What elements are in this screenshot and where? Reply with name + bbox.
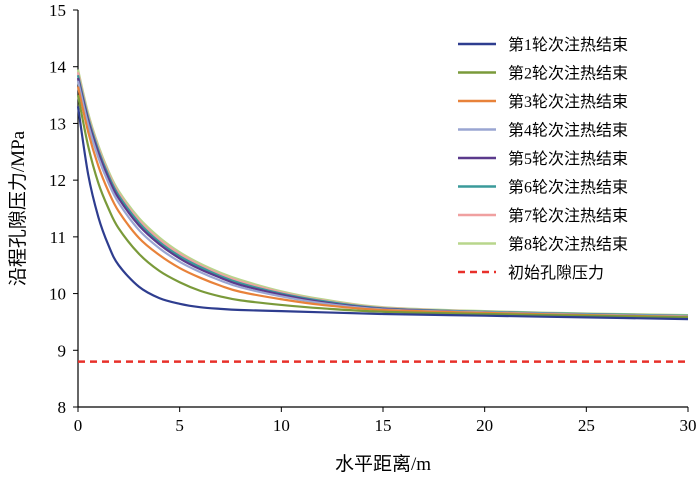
x-tick-label: 30: [680, 416, 697, 435]
y-tick-label: 8: [58, 398, 67, 417]
legend-label: 第4轮次注热结束: [508, 122, 628, 140]
legend-label: 第5轮次注热结束: [508, 150, 628, 168]
legend-label: 初始孔隙压力: [508, 264, 604, 282]
x-axis-title: 水平距离/m: [335, 453, 431, 475]
legend-label: 第3轮次注热结束: [508, 93, 628, 111]
series-line-2: [76, 94, 689, 319]
y-axis-title: 沿程孔隙压力/MPa: [7, 130, 29, 286]
legend-label: 第8轮次注热结束: [508, 236, 628, 254]
y-tick-label: 9: [58, 341, 67, 360]
legend-label: 第6轮次注热结束: [508, 179, 628, 197]
x-tick-label: 5: [175, 416, 184, 435]
y-tick-label: 15: [49, 1, 66, 20]
y-tick-label: 14: [49, 58, 67, 77]
series-layer: [76, 69, 689, 363]
x-tick-label: 0: [74, 416, 83, 435]
legend-label: 第1轮次注热结束: [508, 36, 628, 54]
x-tick-label: 20: [476, 416, 493, 435]
legend-label: 第7轮次注热结束: [508, 207, 628, 225]
series-line-3: [76, 86, 689, 318]
legend: 第1轮次注热结束第2轮次注热结束第3轮次注热结束第4轮次注热结束第5轮次注热结束…: [458, 36, 628, 282]
y-tick-label: 13: [49, 114, 66, 133]
y-tick-label: 12: [49, 171, 66, 190]
legend-label: 第2轮次注热结束: [508, 65, 628, 83]
y-tick-label: 10: [49, 285, 66, 304]
x-tick-label: 25: [578, 416, 595, 435]
tick-labels: 0 5 10 15 20 25 30 8 9 10 11 12 13 14 15: [49, 1, 697, 435]
x-tick-label: 15: [375, 416, 392, 435]
series-line-1: [76, 106, 689, 321]
x-tick-label: 10: [273, 416, 290, 435]
y-tick-label: 11: [50, 228, 66, 247]
